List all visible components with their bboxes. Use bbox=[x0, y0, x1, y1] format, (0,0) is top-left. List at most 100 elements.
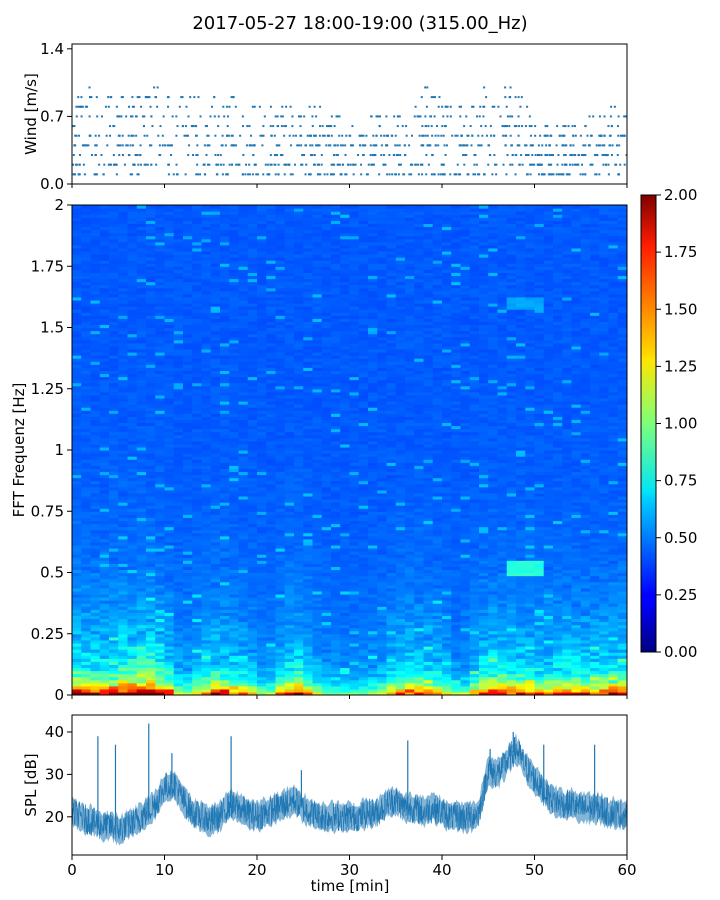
spectrogram-cell bbox=[136, 505, 147, 509]
wind-point bbox=[618, 144, 621, 147]
spectrogram-cell bbox=[201, 646, 212, 650]
spectrogram-cell bbox=[127, 330, 138, 335]
spectrogram-cell bbox=[210, 257, 221, 261]
spectrogram-cell bbox=[164, 419, 175, 424]
spectrogram-cell bbox=[146, 492, 156, 497]
spectrogram-cell bbox=[294, 563, 304, 567]
spectrogram-cell bbox=[229, 612, 240, 616]
spectrogram-cell bbox=[201, 324, 212, 329]
spectrogram-cell bbox=[90, 250, 101, 255]
spectrogram-cell bbox=[294, 658, 304, 662]
spectrogram-cell bbox=[266, 324, 277, 329]
wind-point bbox=[331, 173, 334, 176]
spectrogram-cell bbox=[257, 658, 267, 662]
spectrogram-cell bbox=[294, 639, 304, 644]
spectrogram-cell bbox=[220, 422, 230, 427]
spectrogram-cell bbox=[155, 281, 166, 286]
spectrogram-cell bbox=[210, 575, 221, 580]
spectrogram-cell bbox=[164, 281, 175, 286]
spectrogram-cell bbox=[192, 394, 203, 399]
spectrogram-cell bbox=[90, 655, 101, 659]
spectrogram-cell bbox=[127, 593, 138, 598]
spectrogram-cell bbox=[257, 303, 267, 307]
spectrogram-cell bbox=[183, 590, 193, 595]
wind-point bbox=[171, 115, 174, 118]
spectrogram-cell bbox=[90, 636, 101, 641]
spectrogram-cell bbox=[220, 391, 230, 396]
spectrogram-cell bbox=[284, 538, 295, 543]
spectrogram-cell bbox=[118, 633, 129, 638]
spectrogram-cell bbox=[238, 459, 249, 463]
spectrogram-cell bbox=[81, 676, 92, 681]
spectrogram-cell bbox=[192, 630, 203, 635]
spectrogram-cell bbox=[183, 269, 193, 273]
spectrogram-cell bbox=[229, 229, 240, 234]
wind-point bbox=[399, 154, 402, 157]
spectrogram-cell bbox=[275, 205, 286, 209]
spectrogram-cell bbox=[229, 278, 240, 283]
spectrogram-cell bbox=[229, 272, 240, 277]
spectrogram-cell bbox=[99, 682, 110, 687]
spectrogram-cell bbox=[81, 205, 92, 209]
wind-point bbox=[142, 125, 145, 128]
spectrogram-cell bbox=[192, 483, 203, 488]
spectrogram-cell bbox=[294, 615, 304, 620]
spectrogram-cell bbox=[247, 315, 258, 319]
spectrogram-cell bbox=[118, 462, 129, 466]
spectrogram-cell bbox=[99, 581, 110, 586]
spectrogram-cell bbox=[210, 379, 221, 384]
spectrogram-cell bbox=[201, 670, 212, 675]
wind-point bbox=[473, 154, 476, 157]
spectrogram-cell bbox=[247, 419, 258, 424]
wind-point bbox=[561, 163, 564, 166]
spectrogram-cell bbox=[247, 303, 258, 307]
wind-point bbox=[429, 115, 432, 118]
spectrogram-cell bbox=[284, 404, 295, 408]
spectrogram-cell bbox=[155, 688, 166, 693]
spectrogram-cell bbox=[146, 557, 156, 561]
wind-point bbox=[134, 154, 137, 157]
spectrogram-cell bbox=[275, 348, 286, 353]
wind-point bbox=[463, 125, 466, 128]
wind-point bbox=[235, 163, 238, 166]
spectrogram-cell bbox=[90, 404, 101, 408]
spectrogram-cell bbox=[275, 597, 286, 601]
spectrogram-cell bbox=[201, 618, 212, 623]
spectrogram-cell bbox=[99, 480, 110, 485]
spectrogram-cell bbox=[109, 443, 119, 448]
spectrogram-cell bbox=[109, 624, 119, 629]
spectrogram-cell bbox=[257, 649, 267, 653]
wind-point bbox=[403, 154, 406, 157]
spectrogram-cell bbox=[90, 287, 101, 292]
spectrogram-cell bbox=[275, 431, 286, 436]
spectrogram-cell bbox=[109, 333, 119, 338]
spectrogram-cell bbox=[247, 538, 258, 543]
wind-point bbox=[518, 144, 521, 147]
spectrogram-cell bbox=[220, 226, 230, 231]
spectrogram-cell bbox=[183, 339, 193, 344]
spectrogram-cell bbox=[72, 361, 82, 365]
spectrogram-cell bbox=[210, 404, 221, 408]
spectrogram-cell bbox=[229, 407, 240, 411]
spectrogram-cell bbox=[164, 615, 175, 620]
spectrogram-cell bbox=[90, 278, 101, 283]
spectrogram-cell bbox=[146, 284, 156, 289]
spectrogram-cell bbox=[210, 440, 221, 445]
wind-point bbox=[518, 163, 521, 166]
spectrogram-cell bbox=[173, 630, 184, 635]
spectrogram-cell bbox=[192, 474, 203, 479]
spectrogram-cell bbox=[109, 391, 119, 396]
spectrogram-cell bbox=[99, 293, 110, 298]
spectrogram-cell bbox=[155, 226, 166, 231]
spectrogram-cell bbox=[72, 664, 82, 669]
spectrogram-cell bbox=[238, 603, 249, 607]
spectrogram-cell bbox=[164, 431, 175, 436]
wind-point bbox=[588, 115, 591, 118]
spectrogram-cell bbox=[284, 535, 295, 540]
spectrogram-cell bbox=[81, 548, 92, 552]
wind-point bbox=[232, 96, 235, 99]
wind-point bbox=[365, 173, 368, 176]
spectrogram-cell bbox=[229, 397, 240, 402]
spectrogram-cell bbox=[164, 557, 175, 561]
